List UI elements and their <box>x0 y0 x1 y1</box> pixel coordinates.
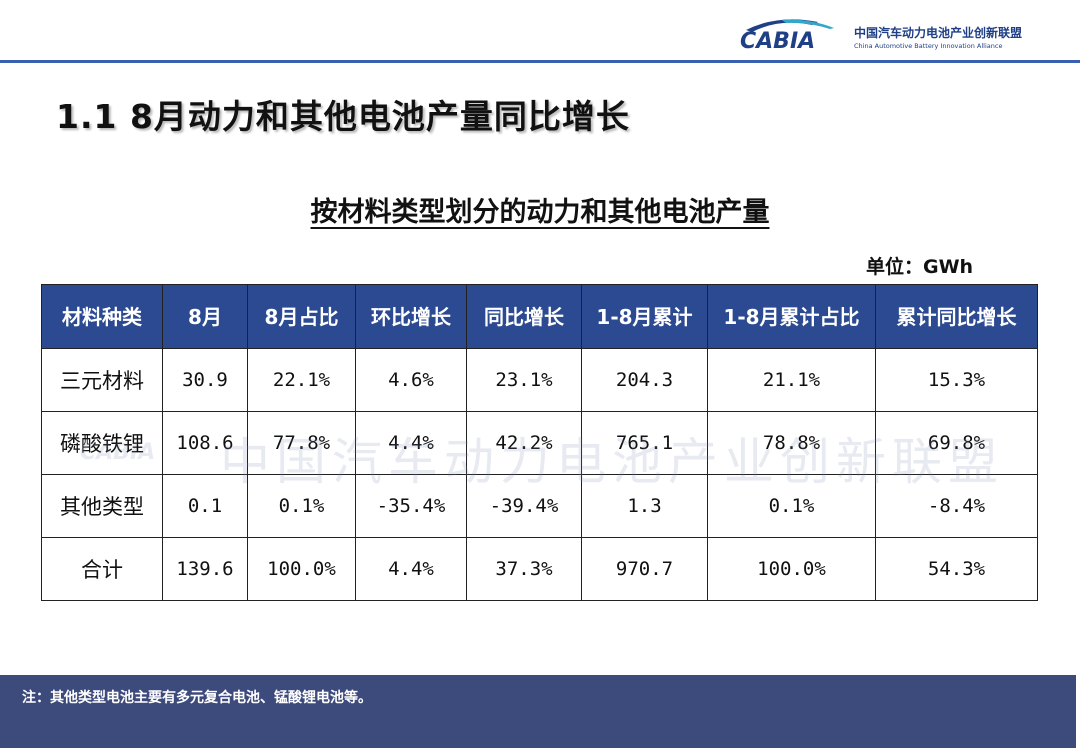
footer-bar: 注：其他类型电池主要有多元复合电池、锰酸锂电池等。 <box>0 675 1076 748</box>
header-cell: 8月占比 <box>247 284 356 349</box>
table-cell: 69.8% <box>875 411 1038 475</box>
unit-label: 单位：GWh <box>866 256 974 278</box>
header-cell: 1-8月累计 <box>581 284 708 349</box>
table-title-text: 按材料类型划分的动力和其他电池产量 <box>310 197 770 228</box>
table-cell: 78.8% <box>707 411 876 475</box>
table-cell: 合计 <box>41 537 163 601</box>
table-cell: 0.1% <box>707 474 876 538</box>
table-cell: 23.1% <box>466 348 582 412</box>
table-cell: 0.1% <box>247 474 356 538</box>
org-name-cn: 中国汽车动力电池产业创新联盟 <box>854 26 1023 40</box>
table-cell: 139.6 <box>162 537 248 601</box>
header-cell: 8月 <box>162 284 248 349</box>
cabia-logo: CABIA 中国汽车动力电池产业创新联盟 China Automotive Ba… <box>738 16 1038 56</box>
table-cell: 其他类型 <box>41 474 163 538</box>
footer-note: 注：其他类型电池主要有多元复合电池、锰酸锂电池等。 <box>22 690 372 706</box>
table-cell: 4.4% <box>355 537 467 601</box>
table-cell: 204.3 <box>581 348 708 412</box>
org-name-en: China Automotive Battery Innovation Alli… <box>854 42 1003 50</box>
table-cell: 54.3% <box>875 537 1038 601</box>
header-cell: 材料种类 <box>41 284 163 349</box>
header-cell: 环比增长 <box>355 284 467 349</box>
table-cell: 100.0% <box>707 537 876 601</box>
table-cell: 765.1 <box>581 411 708 475</box>
header-divider <box>0 60 1080 63</box>
table-cell: 4.4% <box>355 411 467 475</box>
table-row-total: 合计 139.6 100.0% 4.4% 37.3% 970.7 100.0% … <box>41 537 1038 601</box>
table-cell: 0.1 <box>162 474 248 538</box>
header-cell: 1-8月累计占比 <box>707 284 876 349</box>
table-cell: 1.3 <box>581 474 708 538</box>
table-cell: -35.4% <box>355 474 467 538</box>
table-cell: 22.1% <box>247 348 356 412</box>
table-row: 其他类型 0.1 0.1% -35.4% -39.4% 1.3 0.1% -8.… <box>41 474 1038 538</box>
table-cell: 108.6 <box>162 411 248 475</box>
table-cell: 42.2% <box>466 411 582 475</box>
table-cell: 磷酸铁锂 <box>41 411 163 475</box>
header-cell: 同比增长 <box>466 284 582 349</box>
table-cell: 77.8% <box>247 411 356 475</box>
table-cell: 三元材料 <box>41 348 163 412</box>
table-cell: 21.1% <box>707 348 876 412</box>
table-cell: 970.7 <box>581 537 708 601</box>
table-cell: 37.3% <box>466 537 582 601</box>
table-cell: -8.4% <box>875 474 1038 538</box>
table-cell: 100.0% <box>247 537 356 601</box>
cabia-logo-mark: CABIA <box>740 29 815 52</box>
table-row: 三元材料 30.9 22.1% 4.6% 23.1% 204.3 21.1% 1… <box>41 348 1038 412</box>
table-row: 磷酸铁锂 108.6 77.8% 4.4% 42.2% 765.1 78.8% … <box>41 411 1038 475</box>
table-cell: 15.3% <box>875 348 1038 412</box>
table-title: 按材料类型划分的动力和其他电池产量 <box>0 190 1080 229</box>
slide-title: 1.1 8月动力和其他电池产量同比增长 <box>56 97 630 136</box>
table-cell: 30.9 <box>162 348 248 412</box>
table-header-row: 材料种类 8月 8月占比 环比增长 同比增长 1-8月累计 1-8月累计占比 累… <box>41 284 1038 349</box>
table-cell: 4.6% <box>355 348 467 412</box>
battery-output-table: 材料种类 8月 8月占比 环比增长 同比增长 1-8月累计 1-8月累计占比 累… <box>41 284 1038 601</box>
cabia-logo-icon: CABIA <box>740 19 834 52</box>
header: CABIA 中国汽车动力电池产业创新联盟 China Automotive Ba… <box>0 0 1080 63</box>
table-cell: -39.4% <box>466 474 582 538</box>
header-cell: 累计同比增长 <box>875 284 1038 349</box>
